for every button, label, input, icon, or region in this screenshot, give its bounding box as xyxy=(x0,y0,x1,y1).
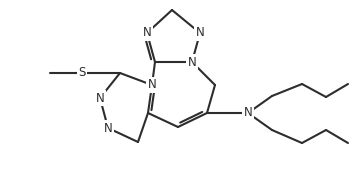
Text: N: N xyxy=(196,26,205,39)
Text: N: N xyxy=(143,26,151,39)
Text: N: N xyxy=(103,121,112,134)
Text: N: N xyxy=(188,56,196,69)
Text: N: N xyxy=(96,92,105,104)
Text: N: N xyxy=(244,107,252,120)
Text: N: N xyxy=(147,79,156,92)
Text: S: S xyxy=(78,66,86,80)
